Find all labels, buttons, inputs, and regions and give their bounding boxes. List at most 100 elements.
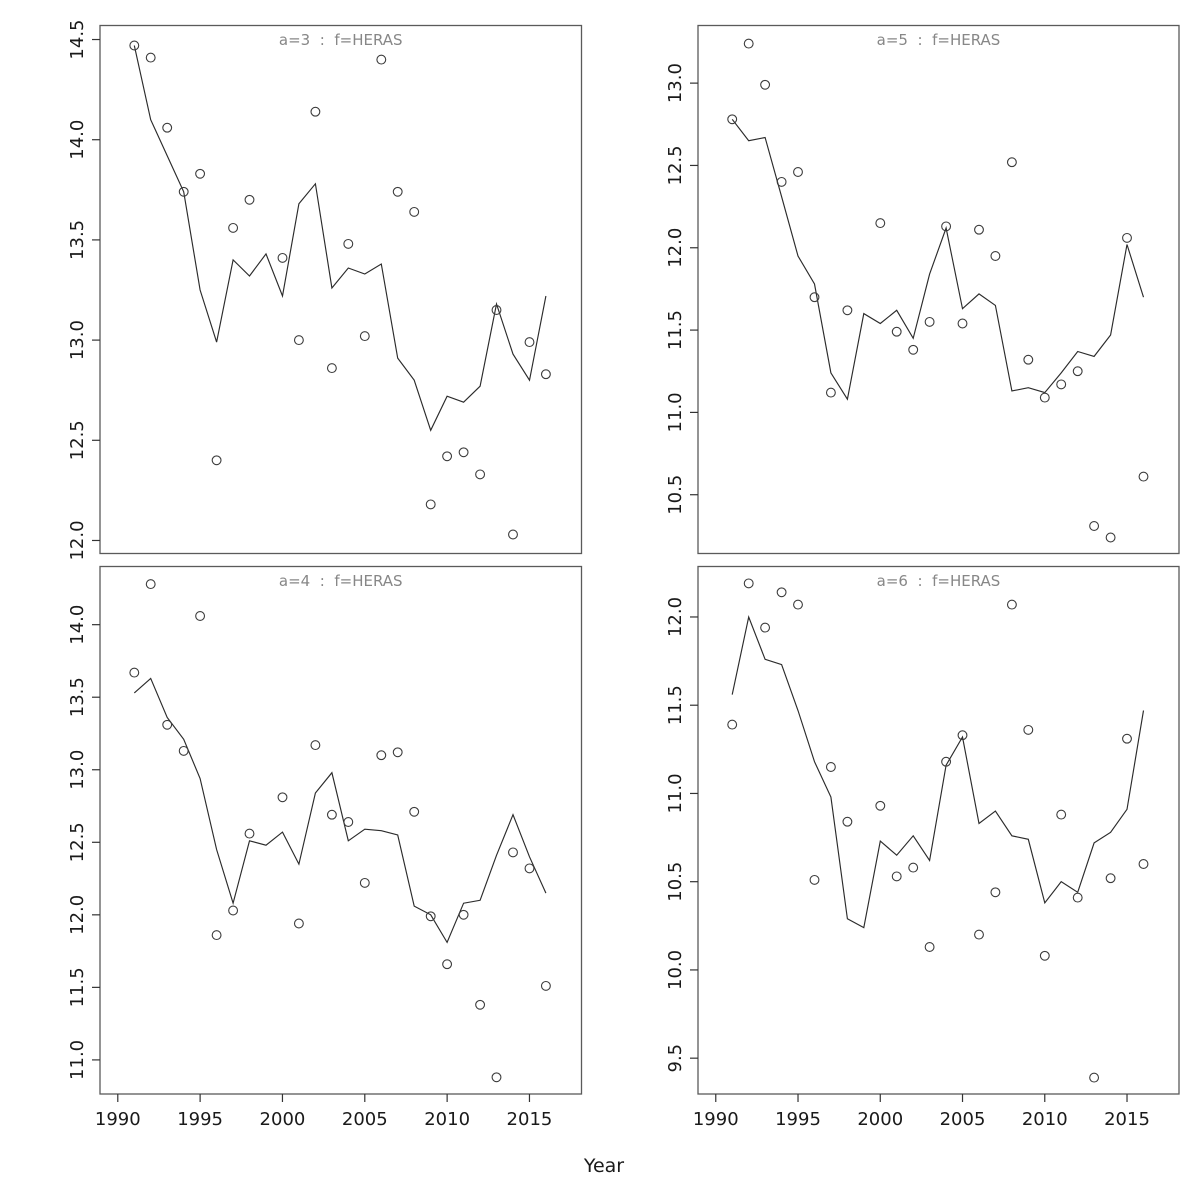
y-tick-label: 12.0 (67, 895, 88, 935)
y-tick-label: 11.5 (665, 685, 686, 725)
y-tick-label: 14.5 (67, 19, 88, 59)
obs-point (990, 251, 1001, 261)
obs-point (727, 719, 738, 730)
obs-point (941, 756, 952, 767)
obs-point (908, 862, 919, 873)
panel-border (697, 565, 1180, 1095)
obs-point (760, 622, 771, 633)
x-tick-label: 1990 (95, 1109, 141, 1130)
obs-point (924, 942, 935, 952)
obs-point (326, 363, 337, 374)
obs-point (1105, 873, 1116, 884)
y-tick-label: 12.0 (67, 520, 88, 560)
obs-point (475, 469, 486, 480)
obs-point (392, 186, 403, 197)
obs-point (809, 874, 820, 885)
obs-point (1138, 859, 1149, 869)
obs-point (1138, 471, 1149, 482)
obs-point (228, 222, 239, 233)
obs-point (145, 579, 156, 590)
obs-point (540, 980, 551, 991)
obs-point (178, 186, 189, 197)
y-tick-label: 10.0 (665, 950, 686, 990)
obs-point (244, 828, 255, 839)
obs-point (793, 599, 803, 610)
obs-point (178, 745, 189, 756)
y-tick-label: 11.5 (665, 310, 686, 350)
obs-point (1023, 724, 1034, 735)
x-tick-label: 1995 (775, 1109, 821, 1130)
obs-point (990, 887, 1001, 898)
obs-point (277, 252, 288, 263)
obs-point (1089, 1072, 1100, 1083)
obs-point (195, 168, 206, 179)
obs-point (359, 331, 370, 342)
panel-border (99, 24, 583, 555)
fitted-line (731, 118, 1145, 401)
obs-point (211, 930, 222, 941)
obs-point (1072, 366, 1083, 377)
obs-point (825, 762, 836, 772)
obs-point (1122, 232, 1132, 243)
obs-point (310, 740, 321, 751)
obs-point (1023, 354, 1034, 365)
y-tick-label: 9.5 (665, 1044, 686, 1073)
x-tick-label: 2015 (1104, 1109, 1150, 1130)
obs-point (458, 909, 469, 920)
panel-border (697, 24, 1180, 555)
obs-point (442, 959, 453, 970)
obs-point (1039, 392, 1050, 403)
y-tick-label: 14.0 (67, 120, 88, 160)
obs-point (1072, 892, 1083, 903)
obs-point (1006, 599, 1017, 610)
obs-point (491, 305, 502, 315)
y-tick-label: 13.5 (67, 220, 88, 260)
obs-point (162, 719, 173, 730)
panel-border (99, 565, 583, 1095)
obs-point (957, 730, 968, 741)
y-tick-label: 10.5 (665, 475, 686, 515)
obs-point (162, 122, 173, 133)
obs-point (145, 52, 156, 63)
obs-point (743, 38, 754, 49)
obs-point (974, 224, 984, 235)
x-tick-label: 2000 (857, 1109, 903, 1130)
obs-point (875, 800, 886, 811)
obs-point (908, 344, 919, 355)
y-tick-label: 13.0 (67, 750, 88, 790)
y-tick-label: 12.0 (665, 228, 686, 268)
obs-point (491, 1072, 502, 1083)
obs-point (376, 54, 387, 65)
x-tick-label: 2010 (1022, 1109, 1068, 1130)
x-tick-label: 2010 (424, 1109, 470, 1130)
obs-point (1089, 521, 1100, 531)
obs-point (540, 369, 551, 380)
obs-point (359, 877, 370, 888)
y-tick-label: 12.0 (665, 597, 686, 637)
panel-title: a=4 : f=HERAS (279, 572, 403, 590)
obs-point (293, 335, 304, 346)
fitted-line (731, 614, 1145, 929)
obs-point (776, 176, 787, 187)
obs-point (293, 918, 304, 929)
obs-point (195, 611, 206, 621)
obs-point (776, 587, 787, 598)
x-tick-label: 1990 (693, 1109, 739, 1130)
obs-point (343, 817, 354, 827)
obs-point (425, 911, 436, 922)
obs-point (809, 292, 820, 303)
obs-point (842, 816, 853, 827)
obs-point (211, 455, 222, 466)
y-tick-label: 12.5 (665, 145, 686, 185)
obs-point (974, 929, 984, 940)
obs-point (793, 167, 803, 177)
panel-title: a=3 : f=HERAS (279, 31, 403, 49)
obs-point (957, 318, 968, 329)
obs-point (458, 447, 469, 458)
obs-point (842, 305, 853, 316)
obs-point (376, 750, 387, 761)
obs-point (425, 499, 436, 510)
obs-point (875, 218, 886, 229)
